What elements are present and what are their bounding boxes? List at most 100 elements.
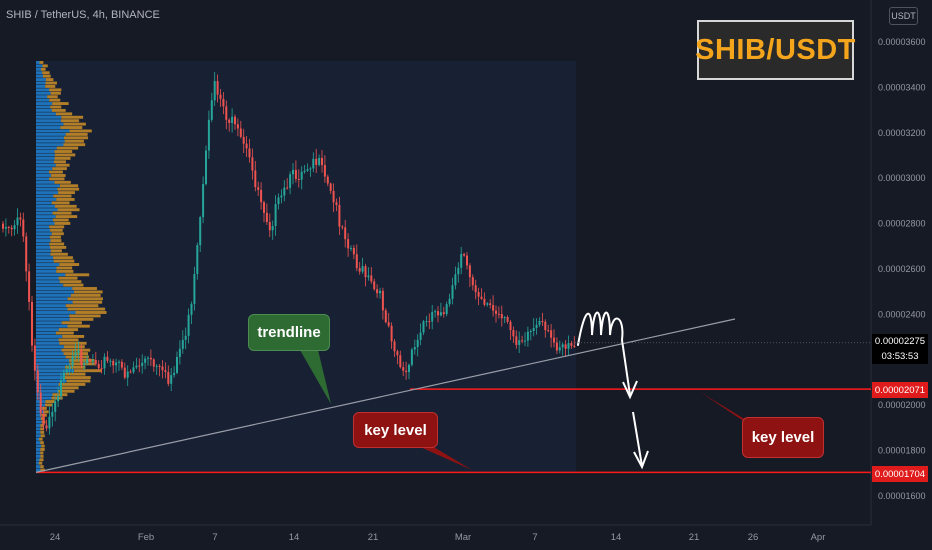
volume-profile-bar-sell — [49, 98, 61, 102]
volume-profile-bar-sell — [52, 393, 68, 397]
candle-body — [321, 157, 323, 166]
candle-body — [364, 266, 367, 278]
volume-profile-bar-buy — [36, 287, 73, 290]
volume-profile-bar-buy — [36, 297, 68, 301]
candle-body — [126, 371, 129, 378]
candle-body — [251, 157, 254, 171]
candle-body — [123, 367, 126, 378]
volume-profile-bar-buy — [36, 156, 55, 160]
volume-profile-bar-buy — [36, 102, 53, 106]
candle-body — [135, 365, 138, 368]
volume-profile-bar-buy — [36, 112, 56, 116]
candle-body — [205, 150, 207, 185]
candle-body — [350, 247, 352, 249]
volume-profile-bar-sell — [65, 273, 90, 277]
candle-body — [158, 365, 161, 367]
volume-profile-bar-buy — [36, 211, 53, 215]
volume-profile-bar-buy — [36, 126, 61, 129]
candle-body — [358, 268, 361, 272]
candle-body — [33, 345, 36, 371]
volume-profile-bar-buy — [36, 136, 64, 140]
volume-profile-bar-sell — [54, 150, 73, 153]
time-axis-label: Apr — [811, 532, 826, 543]
volume-profile-bar-sell — [72, 300, 103, 304]
candle-body — [161, 366, 164, 371]
volume-profile-bar-buy — [36, 201, 52, 205]
price-axis-label: 0.00002400 — [878, 309, 926, 319]
volume-profile-bar-buy — [36, 139, 65, 143]
candle-body — [265, 212, 268, 223]
volume-profile-bar-sell — [40, 67, 46, 71]
currency-badge[interactable]: USDT — [889, 7, 918, 25]
candle-body — [300, 171, 303, 180]
volume-profile-bar-sell — [59, 341, 87, 345]
candle-body — [36, 370, 39, 393]
candle-body — [315, 158, 318, 165]
key-level-label-bubble-2: key level — [742, 417, 824, 458]
candle-body — [202, 184, 205, 218]
volume-profile-bar-sell — [44, 403, 53, 407]
volume-profile-bar-sell — [65, 365, 86, 369]
candle-body — [68, 365, 71, 370]
volume-profile-bar-buy — [36, 372, 66, 376]
volume-profile-bar-buy — [36, 150, 55, 153]
volume-profile-bar-buy — [36, 146, 57, 150]
volume-profile-bar-sell — [67, 297, 103, 301]
candle-body — [489, 303, 492, 306]
candle-body — [555, 342, 558, 351]
candle-body — [167, 371, 170, 384]
volume-profile-bar-sell — [58, 276, 78, 280]
volume-profile-bar-buy — [36, 358, 70, 362]
volume-profile-bar-buy — [36, 280, 60, 284]
candle-body — [532, 327, 535, 332]
volume-profile-bar-buy — [36, 389, 59, 393]
volume-profile-bar-sell — [42, 64, 48, 68]
volume-profile-bar-buy — [36, 307, 68, 311]
candle-countdown: 03:53:53 — [881, 351, 919, 362]
volume-profile-bar-buy — [36, 355, 66, 359]
volume-profile-bar-sell — [49, 88, 62, 92]
candle-body — [425, 321, 428, 323]
candle-body — [422, 321, 425, 333]
candle-body — [564, 344, 567, 349]
candle-body — [297, 178, 300, 180]
candle-body — [109, 360, 112, 362]
candle-body — [234, 116, 236, 125]
candle-body — [141, 362, 144, 366]
volume-profile-bar-buy — [36, 249, 51, 253]
volume-profile-bar-buy — [36, 232, 52, 236]
key-level-bubble-2-pointer — [700, 392, 756, 426]
volume-profile-bar-sell — [51, 174, 66, 177]
candle-body — [547, 330, 550, 332]
candle-body — [381, 290, 384, 311]
projection-squiggle — [577, 311, 624, 346]
volume-profile-bar-sell — [53, 256, 73, 260]
candle-body — [103, 356, 106, 369]
volume-profile-bar-buy — [36, 174, 52, 177]
volume-profile-bar-sell — [49, 242, 65, 246]
volume-profile-bar-buy — [36, 61, 40, 64]
volume-profile-bar-buy — [36, 451, 41, 455]
volume-profile-bar-sell — [40, 427, 44, 431]
candle-body — [144, 358, 147, 363]
candle-body — [384, 310, 387, 323]
candle-body — [442, 312, 445, 315]
candle-body — [231, 116, 234, 123]
candle-body — [181, 339, 184, 349]
candle-body — [419, 332, 422, 340]
time-axis-label: 7 — [212, 532, 217, 543]
candle-body — [213, 81, 216, 101]
volume-profile-bar-sell — [49, 225, 65, 229]
candle-body — [445, 304, 448, 315]
volume-profile-bar-buy — [36, 331, 56, 335]
volume-profile-bar-buy — [36, 170, 50, 174]
volume-profile-bar-sell — [56, 198, 75, 201]
candle-body — [471, 277, 474, 286]
volume-profile-bar-sell — [67, 307, 106, 311]
key-level-bubble-1-pointer — [418, 446, 472, 470]
candle-body — [245, 143, 248, 149]
volume-profile-bar-buy — [36, 225, 50, 229]
volume-profile-bar-sell — [40, 434, 45, 438]
volume-profile-bar-sell — [40, 465, 44, 469]
